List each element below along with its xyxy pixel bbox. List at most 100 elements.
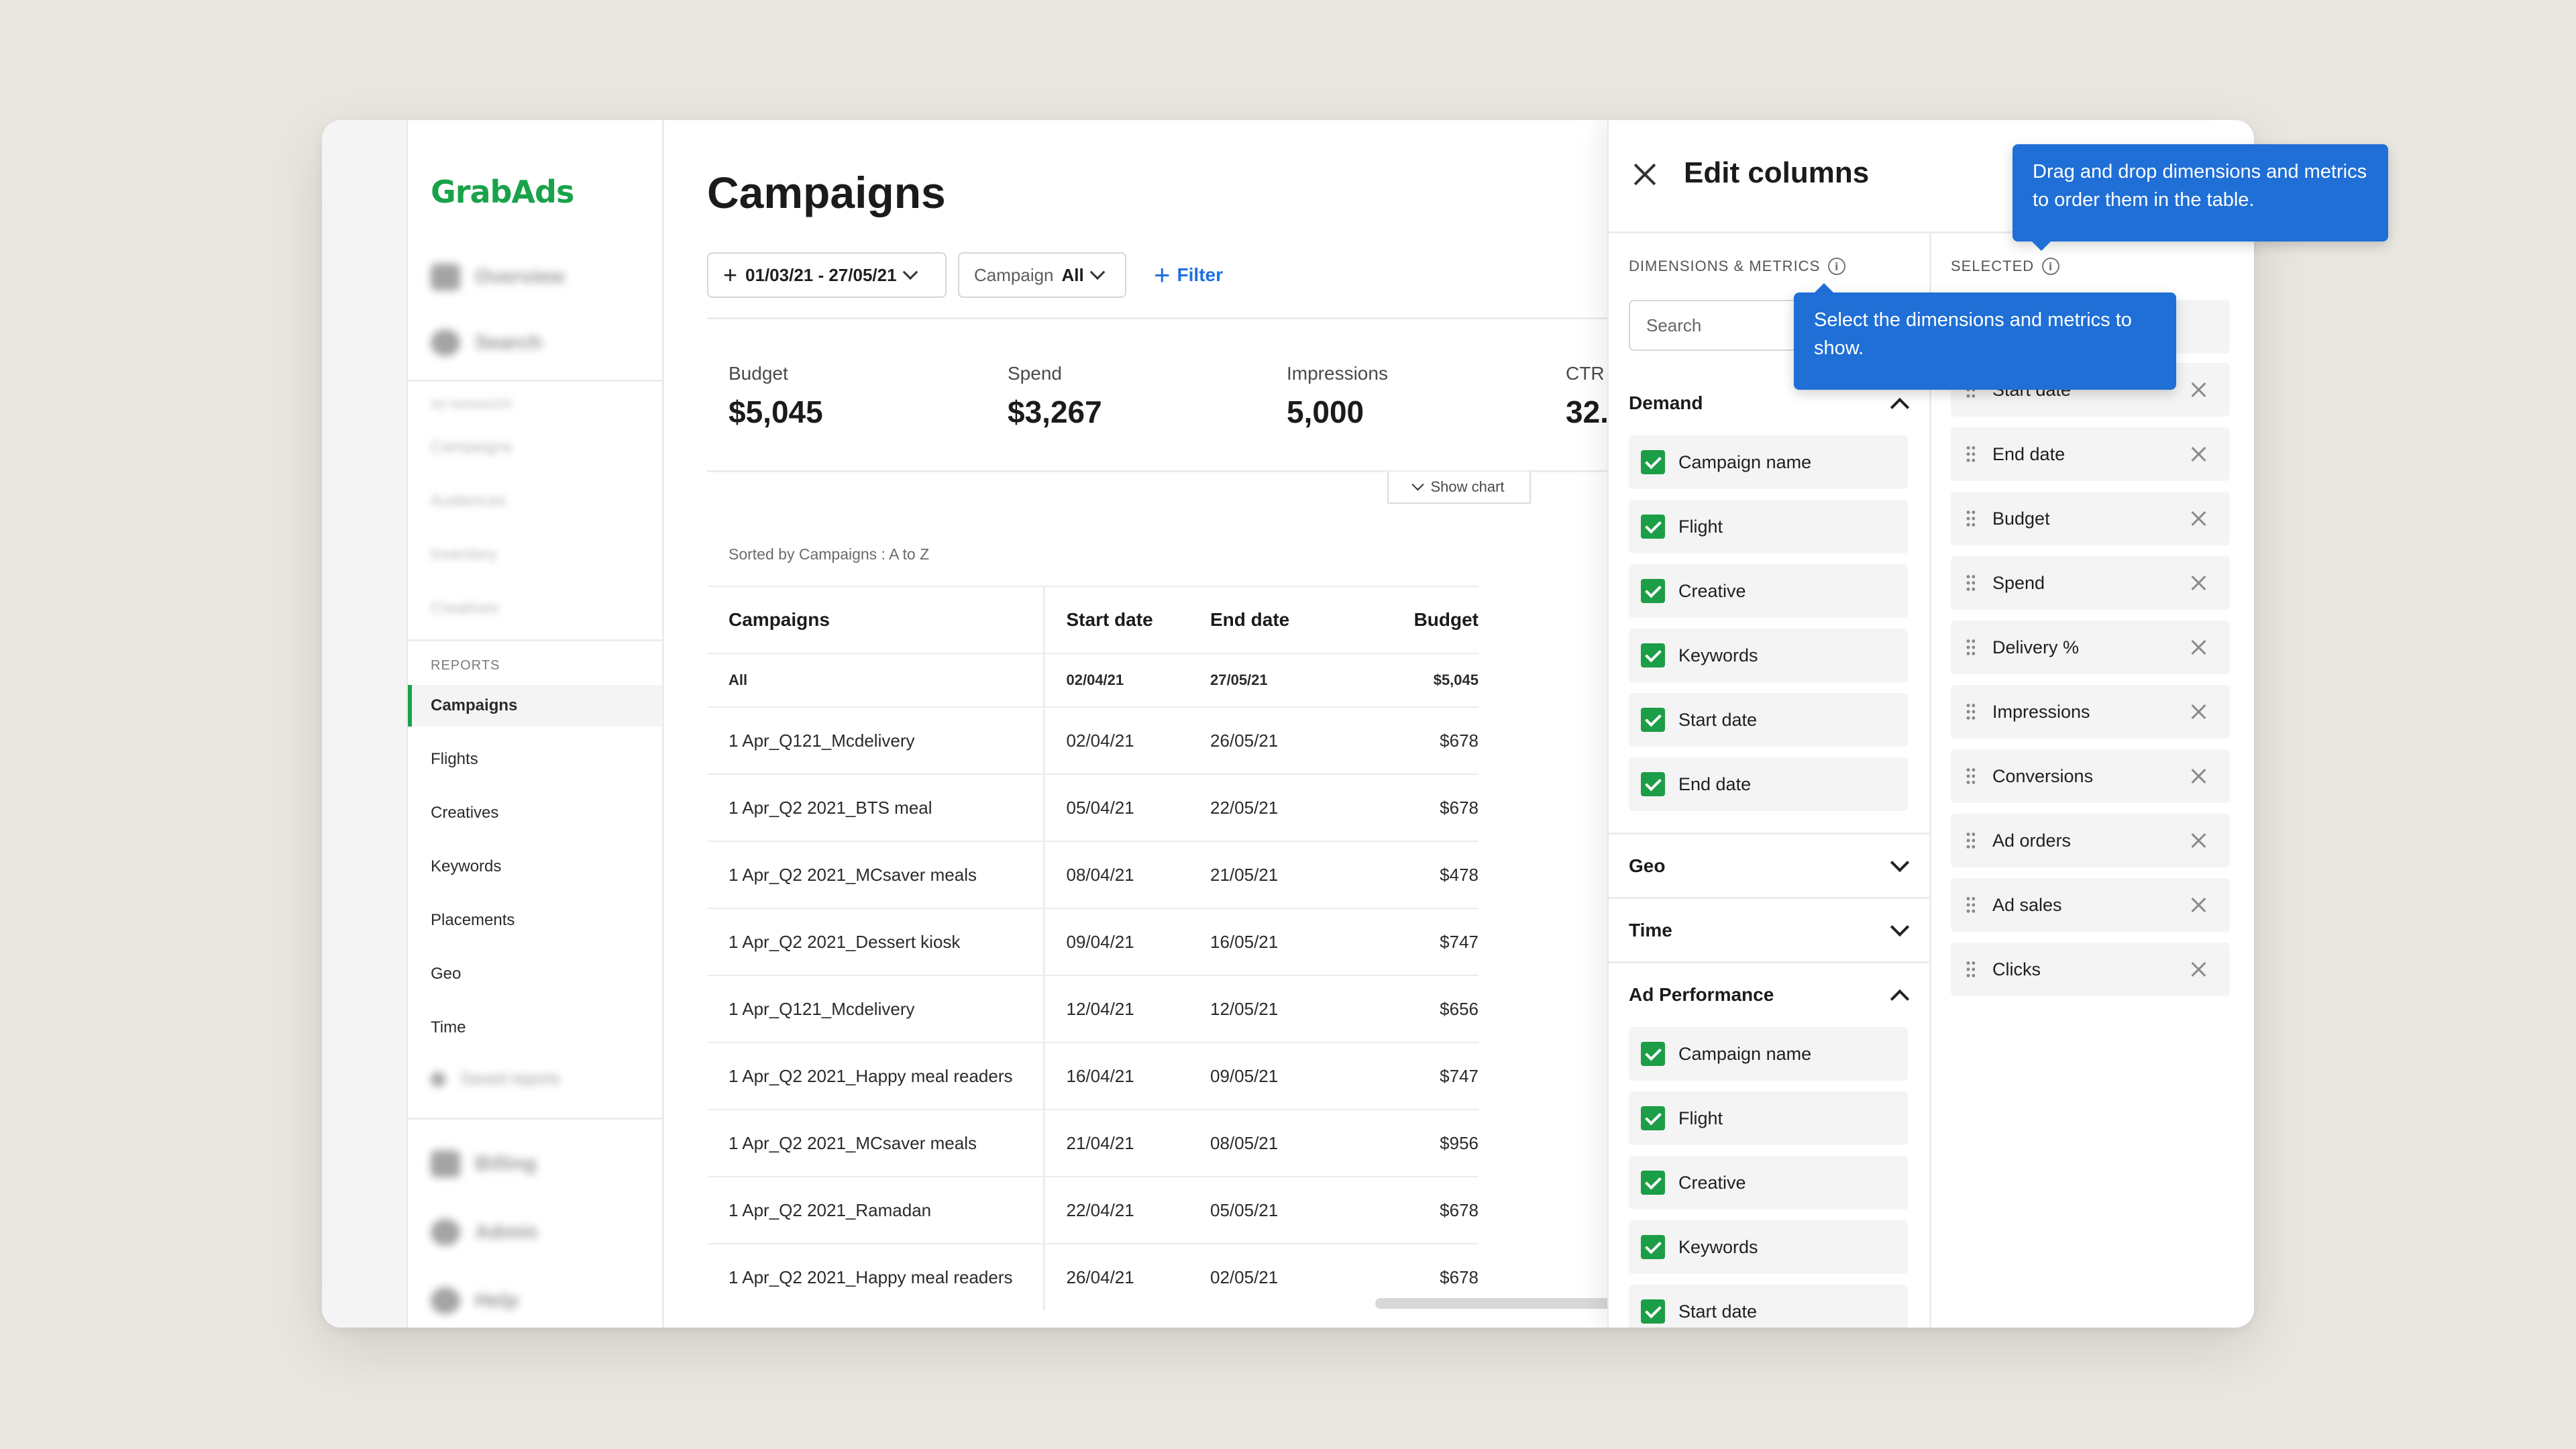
checkbox-checked-icon[interactable] — [1641, 1235, 1665, 1259]
column-header-start-date[interactable]: Start date — [1044, 586, 1205, 654]
table-row[interactable]: 1 Apr_Q121_Mcdelivery 12/04/21 12/05/21 … — [707, 975, 1479, 1043]
column-header-budget[interactable]: Budget — [1366, 586, 1479, 654]
remove-icon[interactable] — [2191, 768, 2207, 784]
selected-item-spend[interactable]: Spend — [1951, 556, 2230, 610]
sidebar-item-overview[interactable]: Overview — [431, 264, 564, 290]
remove-icon[interactable] — [2191, 575, 2207, 591]
drag-handle-icon[interactable] — [1966, 638, 1975, 657]
drag-handle-icon[interactable] — [1966, 960, 1975, 979]
checkbox-checked-icon[interactable] — [1641, 1042, 1665, 1066]
chevron-down-icon — [1890, 917, 1910, 936]
sidebar-item-placements[interactable]: Placements — [431, 911, 515, 929]
drag-handle-icon[interactable] — [1966, 767, 1975, 786]
checkbox-checked-icon[interactable] — [1641, 515, 1665, 539]
table-cell: 05/04/21 — [1044, 774, 1205, 842]
sidebar-item-billing[interactable]: Billing — [431, 1150, 537, 1177]
group-demand-header[interactable]: Demand — [1609, 371, 1929, 435]
campaign-filter-label: Campaign — [974, 264, 1054, 285]
checkbox-demand-creative[interactable]: Creative — [1629, 564, 1908, 618]
checkbox-checked-icon[interactable] — [1641, 772, 1665, 796]
group-geo-header[interactable]: Geo — [1609, 833, 1929, 897]
checkbox-checked-icon[interactable] — [1641, 643, 1665, 667]
table-row[interactable]: 1 Apr_Q2 2021_MCsaver meals 21/04/21 08/… — [707, 1110, 1479, 1177]
sidebar-item-ad-campaigns[interactable]: Campaigns — [431, 438, 513, 456]
sidebar-item-flights[interactable]: Flights — [431, 750, 478, 768]
table-row[interactable]: 1 Apr_Q2 2021_BTS meal 05/04/21 22/05/21… — [707, 774, 1479, 842]
group-label: Ad Performance — [1629, 983, 1774, 1005]
info-icon[interactable]: i — [1828, 258, 1846, 275]
drag-handle-icon[interactable] — [1966, 702, 1975, 721]
table-row[interactable]: 1 Apr_Q2 2021_Dessert kiosk 09/04/21 16/… — [707, 908, 1479, 976]
selected-item-budget[interactable]: Budget — [1951, 492, 2230, 545]
checkbox-label: Flight — [1678, 516, 1723, 537]
add-filter-button[interactable]: + Filter — [1154, 252, 1223, 298]
checkbox-checked-icon[interactable] — [1641, 708, 1665, 732]
checkbox-perf-keywords[interactable]: Keywords — [1629, 1220, 1908, 1274]
date-range-picker[interactable]: + 01/03/21 - 27/05/21 — [707, 252, 947, 298]
column-header-end-date[interactable]: End date — [1205, 586, 1366, 654]
table-row[interactable]: 1 Apr_Q2 2021_Ramadan 22/04/21 05/05/21 … — [707, 1177, 1479, 1244]
selected-item-label: Clicks — [1992, 959, 2041, 979]
campaign-filter-dropdown[interactable]: Campaign All — [958, 252, 1126, 298]
sidebar-item-inventory[interactable]: Inventory — [431, 545, 497, 564]
drag-handle-icon[interactable] — [1966, 509, 1975, 528]
info-icon[interactable]: i — [2042, 258, 2060, 275]
remove-icon[interactable] — [2191, 382, 2207, 398]
checkbox-demand-flight[interactable]: Flight — [1629, 500, 1908, 553]
remove-icon[interactable] — [2191, 833, 2207, 849]
table-row[interactable]: 1 Apr_Q2 2021_Happy meal readers 26/04/2… — [707, 1244, 1479, 1311]
sidebar-item-saved-reports[interactable]: Saved reports — [431, 1070, 560, 1089]
checkbox-perf-start-date[interactable]: Start date — [1629, 1285, 1908, 1328]
checkbox-demand-end-date[interactable]: End date — [1629, 757, 1908, 811]
checkbox-checked-icon[interactable] — [1641, 1106, 1665, 1130]
sidebar-item-geo[interactable]: Geo — [431, 965, 462, 983]
remove-icon[interactable] — [2191, 897, 2207, 913]
sidebar-item-campaigns[interactable]: Campaigns — [408, 685, 662, 727]
sidebar-item-time[interactable]: Time — [431, 1018, 466, 1036]
table-row[interactable]: 1 Apr_Q2 2021_Happy meal readers 16/04/2… — [707, 1042, 1479, 1110]
checkbox-checked-icon[interactable] — [1641, 579, 1665, 603]
remove-icon[interactable] — [2191, 704, 2207, 720]
drag-handle-icon[interactable] — [1966, 896, 1975, 914]
table-cell: 22/04/21 — [1044, 1177, 1205, 1244]
checkbox-checked-icon[interactable] — [1641, 1299, 1665, 1324]
group-ad-performance-header[interactable]: Ad Performance — [1609, 961, 1929, 1026]
sidebar-item-audiences[interactable]: Audiences — [431, 492, 506, 510]
sidebar-item-ad-creatives[interactable]: Creatives — [431, 599, 499, 617]
sidebar-item-keywords[interactable]: Keywords — [431, 857, 502, 875]
selected-item-end-date[interactable]: End date — [1951, 427, 2230, 481]
drag-handle-icon[interactable] — [1966, 574, 1975, 592]
drag-handle-icon[interactable] — [1966, 445, 1975, 464]
grabads-logo[interactable]: GrabAds — [431, 174, 574, 210]
close-icon[interactable] — [1631, 160, 1658, 187]
sidebar-item-admin[interactable]: Admin — [431, 1219, 537, 1246]
selected-item-delivery[interactable]: Delivery % — [1951, 621, 2230, 674]
checkbox-perf-creative[interactable]: Creative — [1629, 1156, 1908, 1210]
checkbox-perf-flight[interactable]: Flight — [1629, 1091, 1908, 1145]
table-row[interactable]: 1 Apr_Q2 2021_MCsaver meals 08/04/21 21/… — [707, 841, 1479, 909]
selected-item-impressions[interactable]: Impressions — [1951, 685, 2230, 739]
checkbox-label: Campaign name — [1678, 451, 1812, 472]
checkbox-demand-start-date[interactable]: Start date — [1629, 693, 1908, 747]
group-time-header[interactable]: Time — [1609, 897, 1929, 961]
drag-handle-icon[interactable] — [1966, 831, 1975, 850]
remove-icon[interactable] — [2191, 639, 2207, 655]
remove-icon[interactable] — [2191, 961, 2207, 977]
checkbox-checked-icon[interactable] — [1641, 1171, 1665, 1195]
remove-icon[interactable] — [2191, 446, 2207, 462]
checkbox-demand-campaign-name[interactable]: Campaign name — [1629, 435, 1908, 489]
show-chart-button[interactable]: Show chart — [1387, 472, 1531, 504]
selected-item-ad-orders[interactable]: Ad orders — [1951, 814, 2230, 867]
remove-icon[interactable] — [2191, 511, 2207, 527]
checkbox-demand-keywords[interactable]: Keywords — [1629, 629, 1908, 682]
checkbox-perf-campaign-name[interactable]: Campaign name — [1629, 1027, 1908, 1081]
table-row[interactable]: 1 Apr_Q121_Mcdelivery 02/04/21 26/05/21 … — [707, 707, 1479, 775]
selected-item-ad-sales[interactable]: Ad sales — [1951, 878, 2230, 932]
checkbox-checked-icon[interactable] — [1641, 450, 1665, 474]
selected-item-conversions[interactable]: Conversions — [1951, 749, 2230, 803]
column-header-campaigns[interactable]: Campaigns — [707, 586, 1045, 654]
sidebar-item-creatives[interactable]: Creatives — [431, 804, 499, 822]
sidebar-item-help[interactable]: Help — [431, 1287, 519, 1314]
sidebar-item-search[interactable]: Search — [431, 329, 542, 356]
selected-item-clicks[interactable]: Clicks — [1951, 943, 2230, 996]
